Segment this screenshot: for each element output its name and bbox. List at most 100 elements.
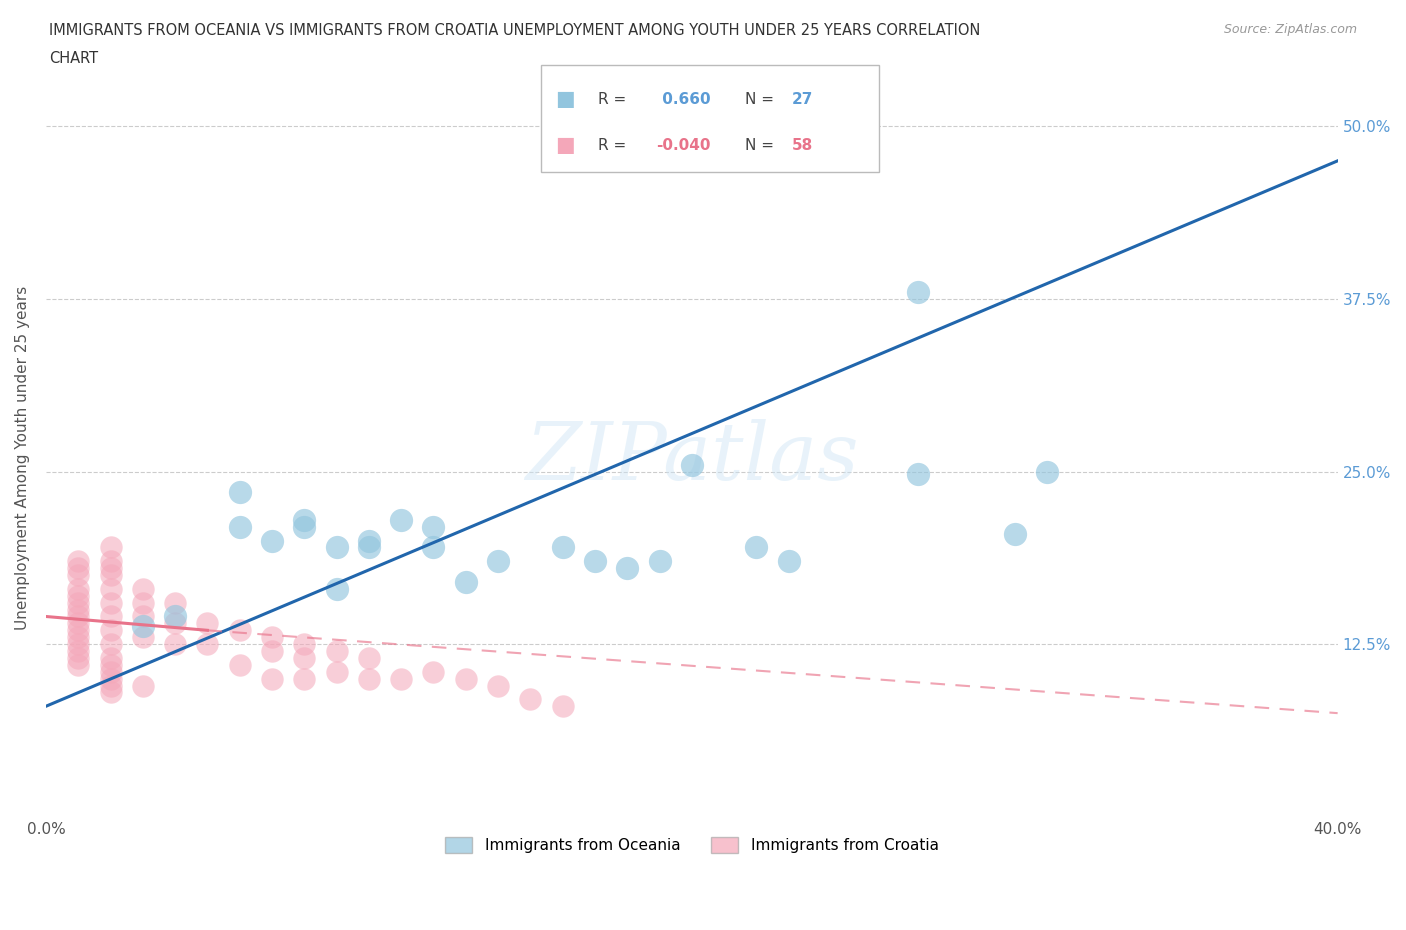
Point	[100, 664, 122, 679]
Point	[292, 512, 315, 527]
Point	[357, 650, 380, 665]
Text: 27: 27	[792, 92, 813, 107]
Point	[165, 609, 187, 624]
Point	[325, 664, 347, 679]
Point	[325, 540, 347, 555]
Point	[67, 630, 90, 644]
Text: ■: ■	[555, 135, 575, 155]
Point	[454, 575, 477, 590]
Text: IMMIGRANTS FROM OCEANIA VS IMMIGRANTS FROM CROATIA UNEMPLOYMENT AMONG YOUTH UNDE: IMMIGRANTS FROM OCEANIA VS IMMIGRANTS FR…	[49, 23, 980, 38]
Point	[778, 554, 800, 569]
Text: 58: 58	[792, 138, 813, 153]
Point	[907, 285, 929, 299]
Point	[583, 554, 606, 569]
Point	[292, 637, 315, 652]
Point	[260, 644, 283, 658]
Point	[132, 581, 155, 596]
Point	[100, 685, 122, 700]
Point	[67, 581, 90, 596]
Point	[486, 554, 509, 569]
Point	[100, 609, 122, 624]
Point	[67, 589, 90, 604]
Point	[100, 540, 122, 555]
Text: N =: N =	[745, 92, 779, 107]
Point	[1036, 464, 1059, 479]
Text: ■: ■	[555, 89, 575, 110]
Point	[292, 671, 315, 686]
Text: N =: N =	[745, 138, 779, 153]
Text: Source: ZipAtlas.com: Source: ZipAtlas.com	[1223, 23, 1357, 36]
Point	[67, 644, 90, 658]
Point	[197, 637, 219, 652]
Point	[132, 630, 155, 644]
Text: ZIPatlas: ZIPatlas	[524, 418, 859, 497]
Text: R =: R =	[598, 92, 631, 107]
Point	[486, 678, 509, 693]
Point	[454, 671, 477, 686]
Point	[67, 561, 90, 576]
Point	[325, 644, 347, 658]
Point	[551, 540, 574, 555]
Point	[100, 637, 122, 652]
Point	[67, 658, 90, 672]
Point	[389, 671, 412, 686]
Point	[132, 609, 155, 624]
Point	[357, 533, 380, 548]
Point	[325, 581, 347, 596]
Point	[165, 616, 187, 631]
Point	[100, 567, 122, 582]
Point	[100, 671, 122, 686]
Point	[67, 567, 90, 582]
Point	[67, 595, 90, 610]
Point	[907, 467, 929, 482]
Legend: Immigrants from Oceania, Immigrants from Croatia: Immigrants from Oceania, Immigrants from…	[439, 831, 945, 859]
Point	[292, 519, 315, 534]
Point	[67, 623, 90, 638]
Point	[132, 595, 155, 610]
Point	[67, 609, 90, 624]
Text: -0.040: -0.040	[657, 138, 711, 153]
Point	[100, 678, 122, 693]
Point	[67, 602, 90, 617]
Point	[100, 650, 122, 665]
Point	[260, 533, 283, 548]
Point	[67, 616, 90, 631]
Y-axis label: Unemployment Among Youth under 25 years: Unemployment Among Youth under 25 years	[15, 286, 30, 630]
Text: CHART: CHART	[49, 51, 98, 66]
Point	[260, 671, 283, 686]
Point	[228, 658, 250, 672]
Point	[648, 554, 671, 569]
Point	[389, 512, 412, 527]
Text: R =: R =	[598, 138, 631, 153]
Point	[228, 623, 250, 638]
Point	[100, 581, 122, 596]
Point	[519, 692, 541, 707]
Point	[132, 618, 155, 633]
Point	[260, 630, 283, 644]
Point	[292, 650, 315, 665]
Point	[551, 698, 574, 713]
Point	[165, 637, 187, 652]
Point	[132, 678, 155, 693]
Point	[357, 671, 380, 686]
Point	[1004, 526, 1026, 541]
Text: 0.660: 0.660	[657, 92, 710, 107]
Point	[422, 519, 444, 534]
Point	[422, 664, 444, 679]
Point	[67, 637, 90, 652]
Point	[100, 623, 122, 638]
Point	[100, 595, 122, 610]
Point	[100, 658, 122, 672]
Point	[100, 561, 122, 576]
Point	[100, 554, 122, 569]
Point	[681, 458, 703, 472]
Point	[228, 485, 250, 499]
Point	[197, 616, 219, 631]
Point	[357, 540, 380, 555]
Point	[228, 519, 250, 534]
Point	[422, 540, 444, 555]
Point	[165, 595, 187, 610]
Point	[745, 540, 768, 555]
Point	[616, 561, 638, 576]
Point	[67, 554, 90, 569]
